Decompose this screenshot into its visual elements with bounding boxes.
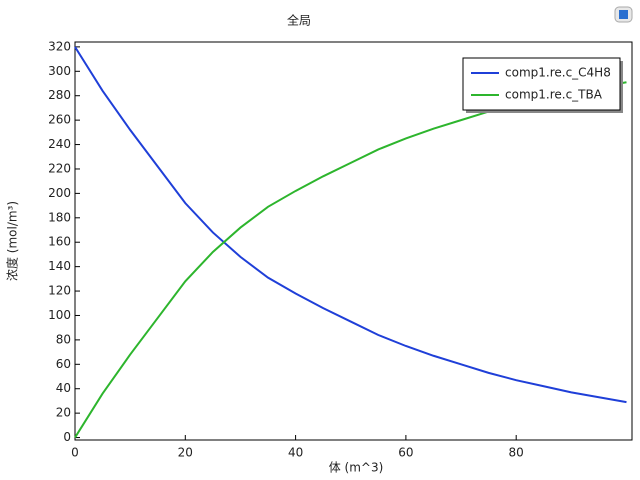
x-tick-label: 0 [71, 446, 79, 460]
y-tick-label: 40 [56, 381, 71, 395]
y-tick-label: 320 [48, 39, 71, 53]
y-tick-label: 20 [56, 406, 71, 420]
legend-box [462, 57, 621, 111]
y-tick-label: 280 [48, 88, 71, 102]
y-tick-label: 140 [48, 259, 71, 273]
y-tick-label: 300 [48, 64, 71, 78]
y-tick-label: 160 [48, 235, 71, 249]
series-line [74, 46, 627, 404]
plot-frame [74, 41, 633, 441]
x-axis-label: 体 (m^3) [329, 461, 384, 475]
y-tick-label: 60 [56, 357, 71, 371]
x-tick-label: 60 [398, 446, 413, 460]
y-tick-label: 80 [56, 332, 71, 346]
legend-label: comp1.re.c_TBA [505, 88, 603, 102]
y-tick-label: 100 [48, 308, 71, 322]
x-tick-label: 40 [288, 446, 303, 460]
legend-label: comp1.re.c_C4H8 [505, 66, 611, 80]
y-tick-label: 0 [63, 430, 71, 444]
app-icon [614, 6, 633, 23]
chart-title: 全局 [287, 13, 311, 28]
y-axis-label: 浓度 (mol/m³) [5, 201, 20, 281]
y-tick-label: 260 [48, 113, 71, 127]
x-tick-label: 20 [178, 446, 193, 460]
x-tick-label: 80 [509, 446, 524, 460]
y-tick-label: 240 [48, 137, 71, 151]
y-tick-label: 180 [48, 210, 71, 224]
y-tick-label: 200 [48, 186, 71, 200]
series-line [74, 81, 627, 439]
y-tick-label: 220 [48, 161, 71, 175]
y-tick-label: 120 [48, 284, 71, 298]
